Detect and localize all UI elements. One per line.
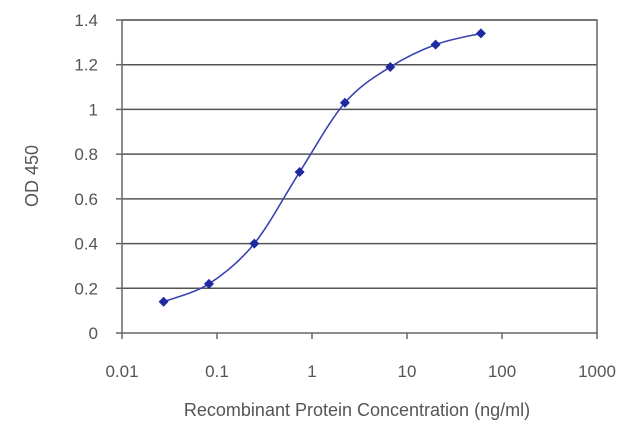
plot-area — [121, 19, 598, 334]
y-tick-label: 1.2 — [74, 56, 98, 75]
x-tick-label: 0.1 — [205, 362, 229, 381]
data-point — [339, 97, 350, 108]
y-tick-label: 1.4 — [74, 11, 98, 30]
data-point — [385, 61, 396, 72]
x-tick-label: 0.01 — [105, 362, 138, 381]
y-tick-label: 1 — [89, 100, 98, 119]
x-axis-ticks: 0.01 0.1 1 10 100 1000 — [105, 333, 616, 381]
data-point — [249, 238, 260, 249]
data-point — [294, 167, 305, 178]
y-tick-label: 0 — [89, 324, 98, 343]
data-point — [430, 39, 441, 50]
gridlines — [122, 19, 597, 290]
y-tick-label: 0.2 — [74, 279, 98, 298]
x-tick-label: 100 — [488, 362, 516, 381]
y-tick-label: 0.6 — [74, 190, 98, 209]
x-axis-title: Recombinant Protein Concentration (ng/ml… — [184, 400, 530, 420]
data-point — [203, 278, 214, 289]
x-tick-label: 1000 — [578, 362, 616, 381]
data-point — [475, 28, 486, 39]
y-tick-label: 0.8 — [74, 145, 98, 164]
x-tick-label: 1 — [307, 362, 316, 381]
series-line — [163, 32, 482, 303]
y-tick-label: 0.4 — [74, 235, 98, 254]
data-points — [158, 28, 486, 307]
data-point — [158, 296, 169, 307]
y-axis-title: OD 450 — [22, 145, 42, 207]
y-axis-ticks: 0 0.2 0.4 0.6 0.8 1 1.2 1.4 — [74, 11, 122, 343]
x-tick-label: 10 — [398, 362, 417, 381]
